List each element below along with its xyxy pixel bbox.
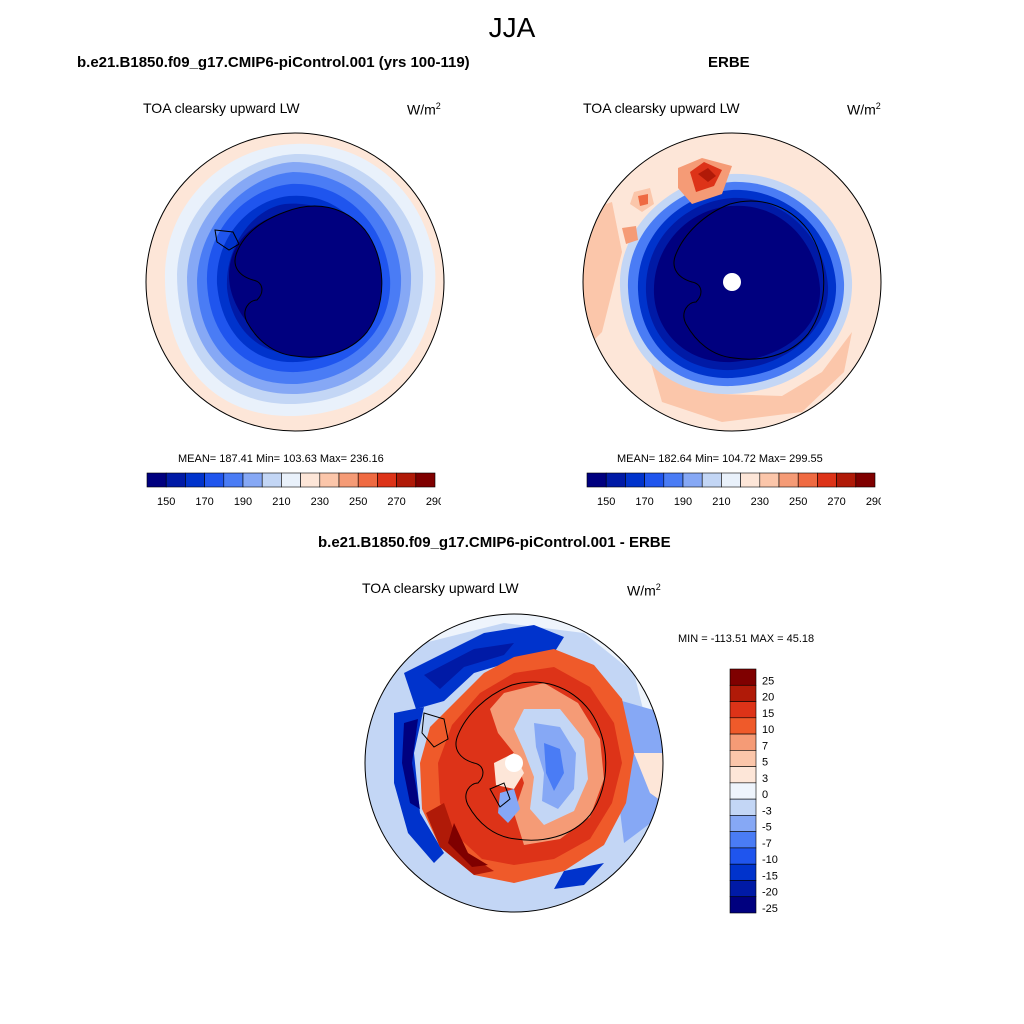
- colorbar-label: 20: [762, 692, 774, 704]
- colorbar-label: 15: [762, 708, 774, 720]
- colorbar-box: [223, 472, 244, 488]
- colorbar-box: [729, 863, 757, 881]
- colorbar-label: 150: [597, 496, 615, 508]
- colorbar-box: [729, 668, 757, 686]
- colorbar-box: [729, 733, 757, 751]
- colorbar-box: [701, 472, 722, 488]
- colorbar-box: [204, 472, 225, 488]
- colorbar-label: 150: [157, 496, 175, 508]
- colorbar-label: 7: [762, 740, 768, 752]
- colorbar-box: [729, 831, 757, 849]
- colorbar-box: [729, 847, 757, 865]
- colorbar-box: [729, 684, 757, 702]
- colorbar-label: 190: [234, 496, 252, 508]
- panel-2-title: ERBE: [708, 54, 750, 71]
- colorbar-box: [605, 472, 626, 488]
- panel-3-stats: MIN = -113.51 MAX = 45.18: [678, 633, 815, 645]
- colorbar-label: 230: [751, 496, 769, 508]
- colorbar-box: [855, 472, 876, 488]
- panel-1-variable: TOA clearsky upward LW: [143, 100, 300, 116]
- colorbar-box: [415, 472, 436, 488]
- colorbar-label: 270: [387, 496, 405, 508]
- colorbar-box: [396, 472, 417, 488]
- panel-2-polar-map: [582, 132, 882, 432]
- colorbar-box: [729, 750, 757, 767]
- colorbar-box: [242, 472, 263, 488]
- colorbar-box: [586, 472, 607, 488]
- colorbar-label: -20: [762, 887, 778, 899]
- colorbar-box: [729, 717, 757, 735]
- colorbar-label: -3: [762, 805, 772, 817]
- colorbar-box: [729, 815, 757, 832]
- colorbar-box: [729, 896, 757, 914]
- colorbar-label: 25: [762, 675, 774, 687]
- colorbar-label: 170: [195, 496, 213, 508]
- colorbar-label: 190: [674, 496, 692, 508]
- colorbar-label: 290: [426, 496, 441, 508]
- colorbar-label: 210: [712, 496, 730, 508]
- colorbar-label: 250: [349, 496, 367, 508]
- panel-3-variable: TOA clearsky upward LW: [362, 580, 519, 596]
- panel-1-title: b.e21.B1850.f09_g17.CMIP6-piControl.001 …: [77, 54, 470, 71]
- colorbar-label: 170: [635, 496, 653, 508]
- colorbar-box: [261, 472, 282, 488]
- colorbar-label: 5: [762, 757, 768, 769]
- panel-3-polar-map: [364, 613, 664, 913]
- main-title: JJA: [488, 12, 536, 43]
- colorbar-box: [185, 472, 205, 488]
- colorbar-box: [778, 472, 799, 488]
- colorbar-box: [740, 472, 761, 488]
- colorbar-label: 210: [272, 496, 290, 508]
- colorbar-box: [377, 472, 397, 488]
- colorbar-label: 3: [762, 773, 768, 785]
- colorbar-label: 0: [762, 789, 768, 801]
- colorbar-box: [817, 472, 837, 488]
- colorbar-box: [625, 472, 645, 488]
- panel-2-variable: TOA clearsky upward LW: [583, 100, 740, 116]
- colorbar-box: [721, 472, 741, 488]
- colorbar-box: [729, 701, 757, 719]
- colorbar-box: [759, 472, 780, 488]
- colorbar-label: -10: [762, 854, 778, 866]
- colorbar-box: [663, 472, 684, 488]
- colorbar-label: -25: [762, 903, 778, 914]
- colorbar-label: 10: [762, 724, 774, 736]
- colorbar-box: [165, 472, 186, 488]
- panel-2-colorbar: 150 170 190 210 230 250 270 290: [586, 472, 881, 508]
- colorbar-box: [644, 472, 665, 488]
- colorbar-box: [682, 472, 703, 488]
- panel-3-colorbar: 25 20 15 10 7 5 3 0 -3 -5 -7 -10 -15 -20 -25: [729, 668, 778, 914]
- panel-1-units: W/m2: [407, 101, 441, 118]
- colorbar-box: [836, 472, 857, 488]
- colorbar-label: 230: [311, 496, 329, 508]
- colorbar-box: [729, 766, 757, 784]
- colorbar-label: -15: [762, 870, 778, 882]
- colorbar-label: 270: [827, 496, 845, 508]
- panel-3-title: b.e21.B1850.f09_g17.CMIP6-piControl.001 …: [318, 534, 671, 551]
- colorbar-label: 290: [866, 496, 881, 508]
- panel-2-stats: MEAN= 182.64 Min= 104.72 Max= 299.55: [617, 453, 823, 465]
- colorbar-box: [729, 798, 757, 816]
- panel-2-units: W/m2: [847, 101, 881, 118]
- colorbar-box: [300, 472, 321, 488]
- colorbar-label: 250: [789, 496, 807, 508]
- colorbar-label: -7: [762, 838, 772, 850]
- panel-1-colorbar: 150 170 190 210 230 250 270 290: [146, 472, 441, 508]
- colorbar-box: [146, 472, 167, 488]
- colorbar-box: [281, 472, 301, 488]
- colorbar-box: [319, 472, 340, 488]
- colorbar-box: [338, 472, 359, 488]
- colorbar-label: -5: [762, 822, 772, 834]
- colorbar-box: [729, 782, 757, 800]
- colorbar-box: [729, 880, 757, 898]
- panel-3-units: W/m2: [627, 582, 661, 599]
- panel-1-polar-map: [145, 132, 445, 432]
- colorbar-box: [357, 472, 378, 488]
- panel-1-stats: MEAN= 187.41 Min= 103.63 Max= 236.16: [178, 453, 384, 465]
- colorbar-box: [797, 472, 818, 488]
